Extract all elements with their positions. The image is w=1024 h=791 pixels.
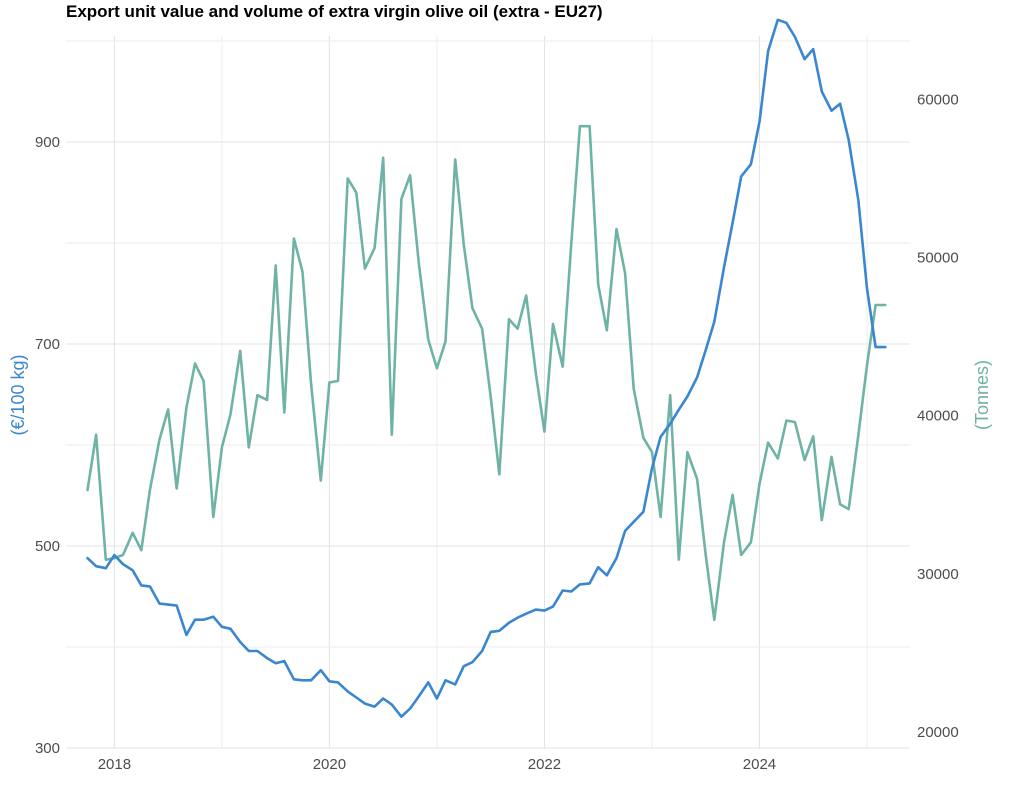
series-lines [86,18,887,719]
y-left-tick-label: 700 [35,336,60,353]
x-tick-label: 2024 [743,756,776,773]
y-axis-left-title: (€/100 kg) [8,354,28,435]
y-left-tick-label: 300 [35,740,60,757]
y-right-tick-label: 60000 [917,91,959,108]
x-tick-label: 2018 [98,756,131,773]
chart-title: Export unit value and volume of extra vi… [66,2,603,21]
grid-lines [66,36,910,749]
x-tick-label: 2022 [528,756,561,773]
y-axis-right-title: (Tonnes) [972,360,992,430]
tick-labels: 2018 2020 2022 2024 300 500 700 900 20000 30000 40… [35,91,959,773]
y-right-tick-label: 20000 [917,724,959,741]
series-line-unit-value [86,18,887,719]
series-line-volume [86,124,887,622]
y-right-tick-label: 40000 [917,408,959,425]
y-left-tick-label: 900 [35,134,60,151]
y-right-tick-label: 30000 [917,566,959,583]
x-tick-label: 2020 [313,756,346,773]
y-left-tick-label: 500 [35,538,60,555]
y-right-tick-label: 50000 [917,250,959,267]
